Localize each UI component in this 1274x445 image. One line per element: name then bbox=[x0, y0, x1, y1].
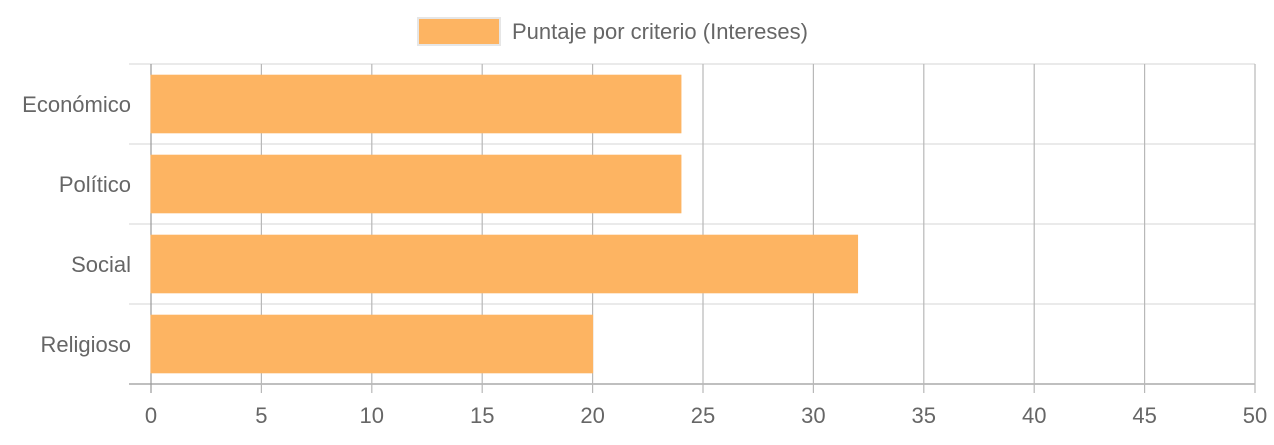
x-tick-label: 25 bbox=[691, 403, 715, 428]
x-tick-label: 5 bbox=[255, 403, 267, 428]
x-tick-label: 0 bbox=[145, 403, 157, 428]
x-tick-label: 35 bbox=[912, 403, 936, 428]
x-tick-label: 10 bbox=[360, 403, 384, 428]
x-axis-labels: 0 5 10 15 20 25 30 35 40 45 50 bbox=[145, 403, 1267, 428]
y-tick-label: Económico bbox=[22, 92, 131, 117]
x-tick-label: 40 bbox=[1022, 403, 1046, 428]
y-tick-label: Social bbox=[71, 252, 131, 277]
legend[interactable]: Puntaje por criterio (Intereses) bbox=[417, 17, 808, 46]
x-tick-label: 20 bbox=[580, 403, 604, 428]
x-tick-label: 50 bbox=[1243, 403, 1267, 428]
bar[interactable] bbox=[150, 74, 682, 134]
bar[interactable] bbox=[150, 314, 594, 374]
bar[interactable] bbox=[150, 154, 682, 214]
y-tick-label: Político bbox=[59, 172, 131, 197]
x-tick-label: 15 bbox=[470, 403, 494, 428]
bars bbox=[150, 74, 859, 374]
x-tick-label: 30 bbox=[801, 403, 825, 428]
legend-label: Puntaje por criterio (Intereses) bbox=[512, 19, 808, 44]
y-axis-labels: Económico Político Social Religioso bbox=[22, 92, 131, 357]
bar[interactable] bbox=[150, 234, 859, 294]
y-tick-label: Religioso bbox=[41, 332, 132, 357]
x-tick-label: 45 bbox=[1132, 403, 1156, 428]
legend-swatch bbox=[417, 17, 501, 46]
